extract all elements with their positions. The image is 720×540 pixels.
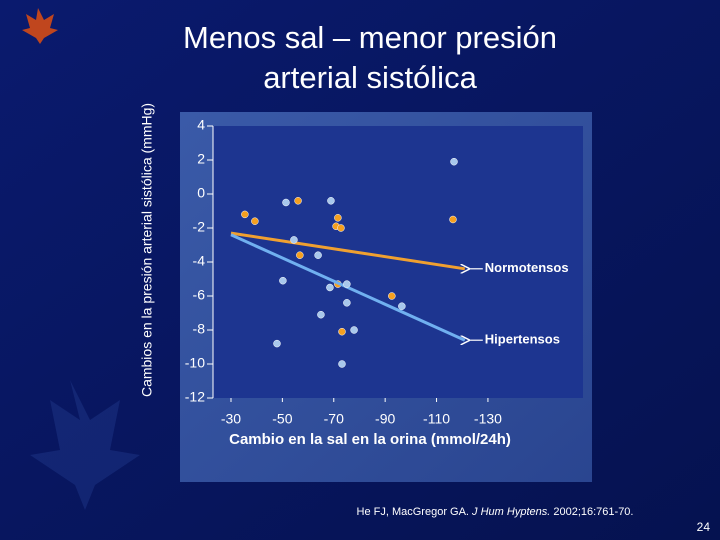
- data-point: [294, 197, 302, 205]
- data-point: [296, 251, 304, 259]
- data-point: [314, 251, 322, 259]
- data-point: [338, 327, 346, 336]
- citation-part: He FJ, MacGregor GA.: [357, 506, 473, 518]
- x-tick-label: -110: [423, 411, 450, 427]
- data-point: [326, 283, 334, 292]
- y-tick-label: -6: [193, 287, 206, 303]
- y-axis-label: Cambios en la presión arterial sistólica…: [139, 103, 155, 397]
- title-line: Menos sal – menor presión: [183, 20, 557, 55]
- x-axis-label: Cambio en la sal en la orina (mmol/24h): [229, 431, 511, 448]
- data-point: [398, 302, 406, 310]
- data-point: [327, 197, 335, 205]
- page-number: 24: [697, 520, 711, 534]
- plot-area: [213, 126, 583, 398]
- y-tick-label: -10: [185, 355, 205, 371]
- x-tick-label: -50: [272, 411, 292, 427]
- data-point: [279, 276, 287, 285]
- y-tick-label: 0: [197, 185, 205, 201]
- maple-leaf: [22, 8, 58, 44]
- x-tick-label: -90: [375, 411, 395, 427]
- data-point: [251, 217, 259, 225]
- maple-leaf-watermark: [30, 380, 140, 510]
- data-point: [343, 280, 351, 288]
- legend-label: Hipertensos: [485, 332, 560, 347]
- data-point: [343, 299, 351, 307]
- citation-part: J Hum Hyptens.: [471, 506, 550, 518]
- data-point: [241, 210, 249, 219]
- y-tick-label: 2: [197, 151, 205, 167]
- data-point: [290, 236, 298, 244]
- data-point: [317, 310, 325, 319]
- data-point: [334, 214, 342, 222]
- x-tick-label: -70: [324, 411, 344, 427]
- y-tick-label: -12: [185, 389, 205, 405]
- y-tick-label: -4: [193, 253, 206, 269]
- data-point: [450, 157, 458, 166]
- data-point: [337, 224, 345, 232]
- citation: He FJ, MacGregor GA. J Hum Hyptens. 2002…: [357, 506, 634, 518]
- x-tick-label: -130: [474, 411, 502, 427]
- y-tick-label: -8: [193, 321, 206, 337]
- y-tick-label: -2: [193, 219, 206, 235]
- data-point: [449, 215, 457, 224]
- data-point: [282, 198, 290, 207]
- data-point: [338, 360, 346, 368]
- x-tick-label: -30: [221, 411, 241, 427]
- legend-label: Normotensos: [485, 260, 569, 275]
- data-point: [388, 292, 396, 300]
- data-point: [350, 326, 358, 334]
- trend-line: [230, 231, 466, 271]
- y-tick-label: 4: [197, 117, 205, 133]
- data-point: [273, 339, 281, 348]
- title-line: arterial sistólica: [263, 60, 477, 95]
- citation-part: 2002;16:761-70.: [550, 506, 633, 518]
